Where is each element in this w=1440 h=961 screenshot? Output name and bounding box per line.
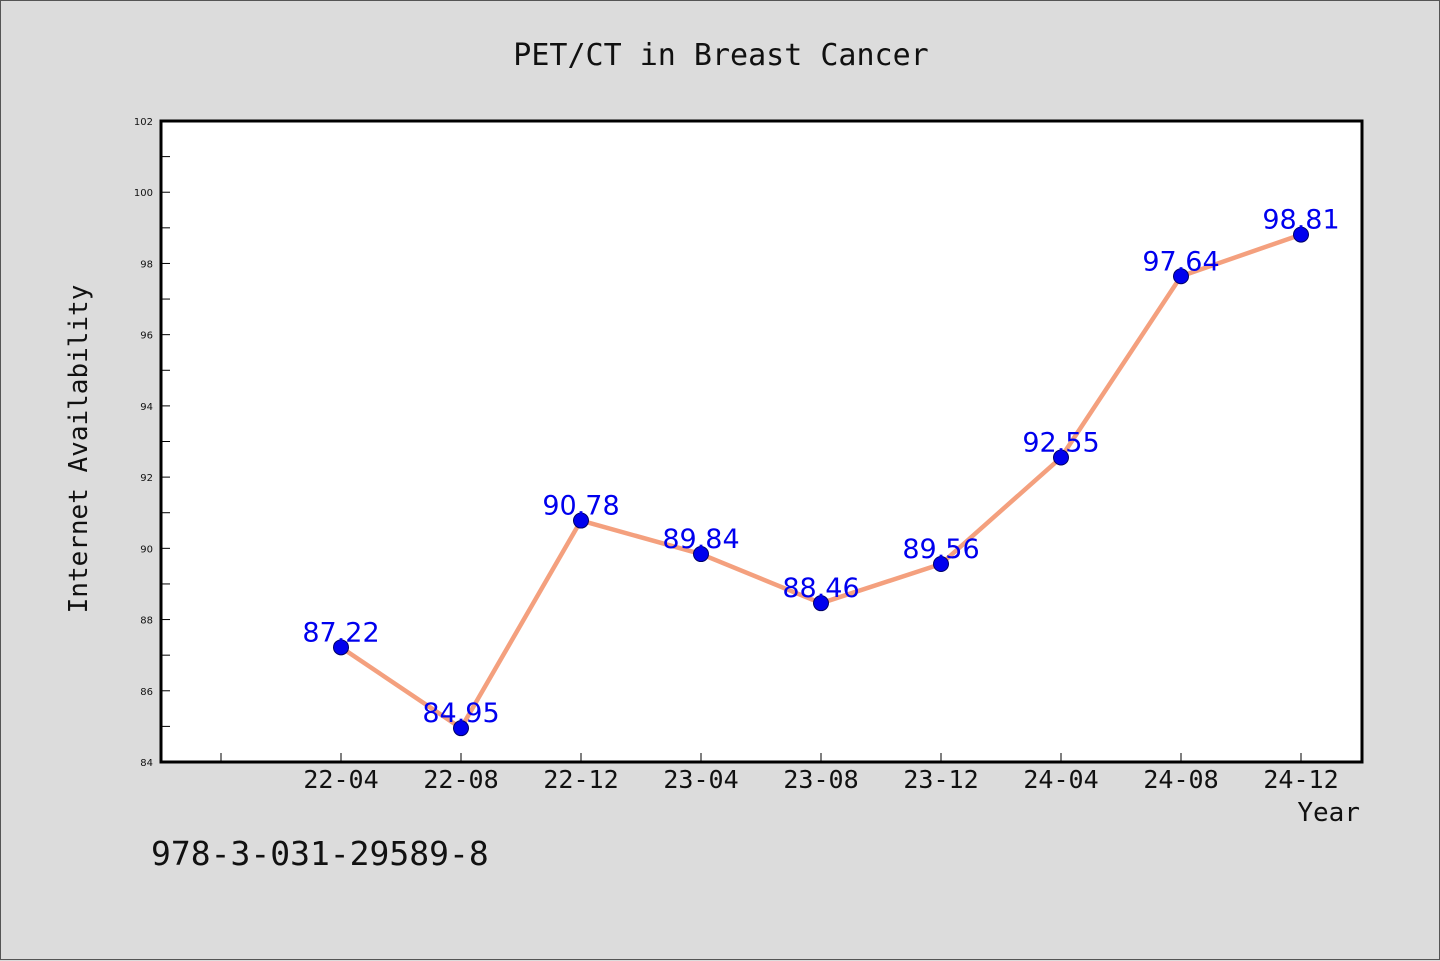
y-axis: 84 86 88 90 92 94 96 98 100 102 (134, 117, 170, 769)
data-point (693, 546, 709, 563)
x-axis: 22-04 22-08 22-12 23-04 23-08 23-12 24-04 24-08… (220, 753, 1339, 794)
x-tick-label: 22-08 (423, 765, 498, 794)
y-tick-label: 96 (140, 331, 153, 342)
data-label: 89.56 (902, 534, 979, 565)
data-label: 92.55 (1022, 428, 1099, 459)
data-label: 90.78 (542, 491, 619, 522)
x-tick-label: 23-04 (663, 765, 738, 794)
plot-area (159, 119, 1364, 764)
data-label: 89.84 (662, 524, 739, 555)
data-label: 97.64 (1142, 246, 1219, 277)
data-label: 84.95 (422, 698, 499, 729)
data-point (333, 639, 349, 656)
y-axis-label: Internet Availability (64, 285, 94, 614)
data-point (453, 720, 469, 737)
data-point (933, 556, 949, 573)
x-tick-label: 23-12 (903, 765, 978, 794)
y-tick-label: 98 (140, 259, 153, 270)
y-tick-label: 84 (140, 758, 153, 769)
x-tick-label: 23-08 (783, 765, 858, 794)
data-point (813, 595, 829, 612)
data-label: 88.46 (782, 573, 859, 604)
data-point (1293, 226, 1309, 243)
y-tick-label: 92 (140, 473, 153, 484)
series-markers (333, 226, 1309, 737)
y-tick-label: 86 (140, 687, 153, 698)
y-tick-label: 94 (140, 402, 153, 413)
x-tick-label: 24-04 (1023, 765, 1098, 794)
data-label: 87.22 (302, 617, 379, 648)
data-labels: 87.22 84.95 90.78 89.84 88.46 89.56 92.55 97.64… (302, 205, 1339, 730)
y-tick-label: 90 (140, 544, 153, 555)
y-tick-label: 88 (140, 616, 153, 627)
isbn-annotation: 978-3-031-29589-8 (151, 834, 489, 873)
data-point (573, 512, 589, 529)
x-tick-label: 22-12 (543, 765, 618, 794)
data-point (1053, 449, 1069, 466)
y-tick-label: 102 (134, 117, 153, 128)
y-tick-label: 100 (134, 188, 153, 199)
x-tick-label: 24-08 (1143, 765, 1218, 794)
x-tick-label: 22-04 (303, 765, 378, 794)
x-tick-label: 24-12 (1263, 765, 1338, 794)
x-axis-label: Year (1297, 798, 1360, 828)
data-label: 98.81 (1262, 205, 1339, 236)
data-point (1173, 268, 1189, 285)
chart-title: PET/CT in Breast Cancer (513, 38, 928, 73)
